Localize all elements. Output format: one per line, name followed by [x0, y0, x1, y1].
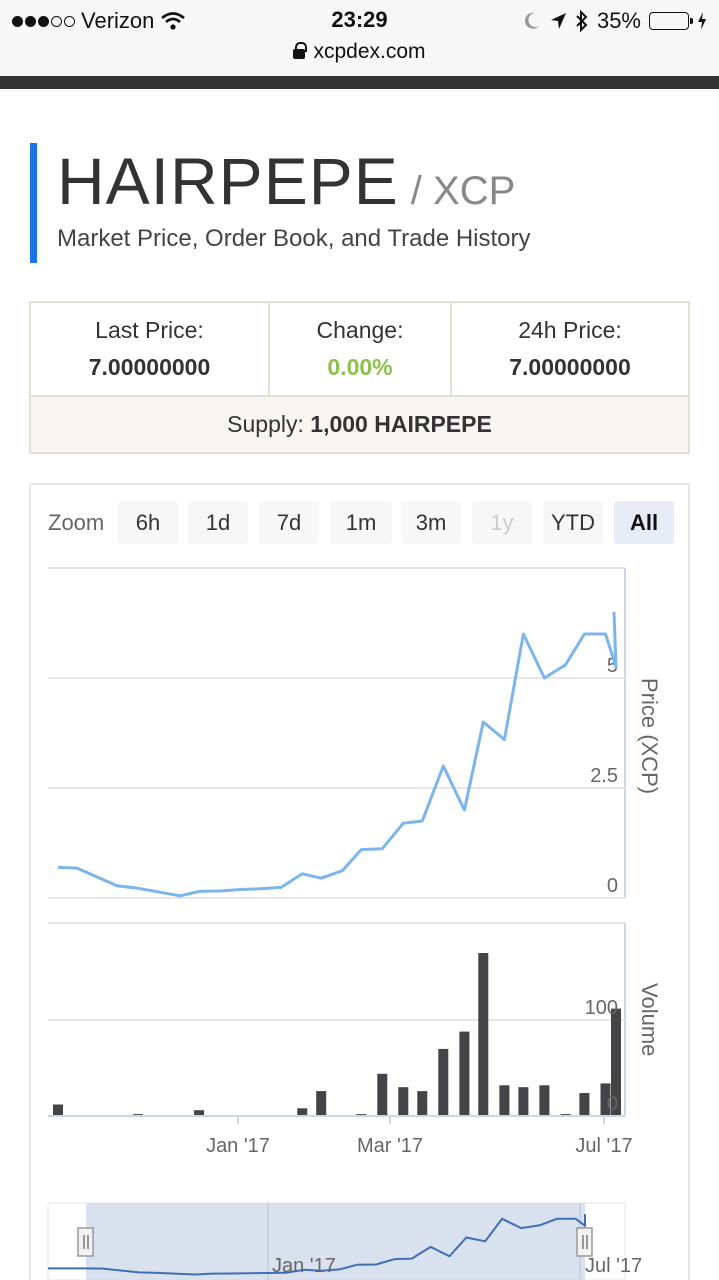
status-bar: Verizon 23:29 35% xcpdex.com [0, 0, 719, 76]
volume-bar[interactable] [53, 1104, 63, 1117]
price-tick-label: 0 [607, 875, 618, 897]
volume-bar[interactable] [518, 1087, 529, 1116]
charging-bolt-icon [698, 12, 706, 30]
price-axis-title: Price (XCP) [637, 678, 662, 794]
price-grid [48, 677, 625, 899]
volume-tick-label: 0 [607, 1093, 618, 1115]
volume-bar[interactable] [377, 1073, 388, 1116]
site-top-bar [0, 76, 719, 89]
navigator-selection[interactable] [86, 1203, 585, 1280]
market-stats: Last Price: 7.00000000 Change: 0.00% 24h… [29, 301, 690, 454]
battery-icon [649, 12, 693, 30]
navigator-tick-label: Jul '17 [585, 1255, 642, 1277]
navigator-series-line [48, 1214, 586, 1276]
x-tick-label: Jan '17 [206, 1135, 270, 1157]
location-arrow-icon [550, 13, 566, 29]
zoom-button-1y: 1y [472, 501, 532, 544]
carrier-area: Verizon [12, 8, 186, 34]
volume-bar[interactable] [579, 1093, 590, 1116]
change-cell: Change: 0.00% [270, 303, 452, 395]
chart-container [29, 483, 690, 1280]
lock-icon [293, 42, 308, 59]
price-24h-value: 7.00000000 [509, 354, 631, 380]
last-price-label: Last Price: [95, 317, 204, 343]
navigator-tick-label: Jan '17 [272, 1255, 336, 1277]
zoom-button-1m[interactable]: 1m [330, 501, 392, 544]
volume-bar[interactable] [539, 1085, 550, 1116]
volume-bar[interactable] [611, 1104, 621, 1117]
volume-y-ticks: 0 100 [585, 997, 618, 1115]
carrier-name: Verizon [81, 8, 155, 33]
price-tick-label: 2.5 [590, 765, 618, 787]
zoom-button-1d[interactable]: 1d [188, 501, 248, 544]
wifi-icon [161, 12, 186, 30]
volume-bar[interactable] [417, 1091, 428, 1116]
supply-row: Supply: 1,000 HAIRPEPE [31, 395, 688, 452]
page-header: HAIRPEPE / XCP Market Price, Order Book, … [30, 143, 531, 263]
page-title: HAIRPEPE / XCP [57, 143, 531, 219]
volume-axis-title: Volume [637, 983, 662, 1056]
volume-bar[interactable] [611, 1008, 621, 1116]
url-text: xcpdex.com [313, 40, 426, 63]
x-tick-label: Mar '17 [357, 1135, 423, 1157]
status-right: 35% [523, 8, 707, 34]
pair-label: / XCP [410, 169, 516, 213]
volume-bar[interactable] [297, 1108, 308, 1116]
moon-icon [524, 12, 539, 29]
bluetooth-icon [576, 10, 588, 32]
price-tick-label: 5 [607, 655, 618, 677]
volume-bar[interactable] [398, 1087, 409, 1116]
volume-bar[interactable] [459, 1031, 470, 1116]
signal-icon [12, 15, 75, 27]
volume-bar[interactable] [438, 1048, 449, 1116]
battery-percent: 35% [596, 8, 641, 33]
supply-label: Supply: [227, 411, 304, 437]
last-price-cell: Last Price: 7.00000000 [31, 303, 270, 395]
navigator-left-handle[interactable] [77, 1227, 94, 1257]
price-24h-label: 24h Price: [518, 317, 622, 343]
volume-bar[interactable] [600, 1083, 611, 1116]
navigator-right-handle[interactable] [576, 1227, 593, 1257]
volume-bar[interactable] [499, 1085, 510, 1116]
volume-bar[interactable] [194, 1110, 205, 1116]
volume-tick-label: 100 [585, 997, 618, 1019]
x-tick-label: Jul '17 [575, 1135, 632, 1157]
volume-bar[interactable] [316, 1091, 327, 1116]
change-value: 0.00% [327, 354, 393, 380]
zoom-button-ytd[interactable]: YTD [543, 501, 603, 544]
zoom-button-all[interactable]: All [614, 501, 674, 544]
last-price-value: 7.00000000 [88, 354, 211, 380]
price-y-ticks: 02.55 [590, 655, 618, 897]
change-label: Change: [316, 317, 404, 343]
asset-name: HAIRPEPE [57, 144, 399, 218]
volume-bar[interactable] [478, 953, 489, 1116]
page-subtitle: Market Price, Order Book, and Trade Hist… [57, 225, 531, 252]
price-24h-cell: 24h Price: 7.00000000 [452, 303, 688, 395]
zoom-button-6h[interactable]: 6h [118, 501, 178, 544]
volume-bars [53, 953, 621, 1116]
clock: 23:29 [331, 7, 388, 32]
zoom-button-3m[interactable]: 3m [401, 501, 461, 544]
supply-value: 1,000 HAIRPEPE [310, 411, 492, 437]
address-bar[interactable]: xcpdex.com [0, 40, 719, 64]
zoom-label: Zoom [48, 510, 105, 535]
price-series-line[interactable] [57, 611, 618, 898]
zoom-button-7d[interactable]: 7d [259, 501, 319, 544]
